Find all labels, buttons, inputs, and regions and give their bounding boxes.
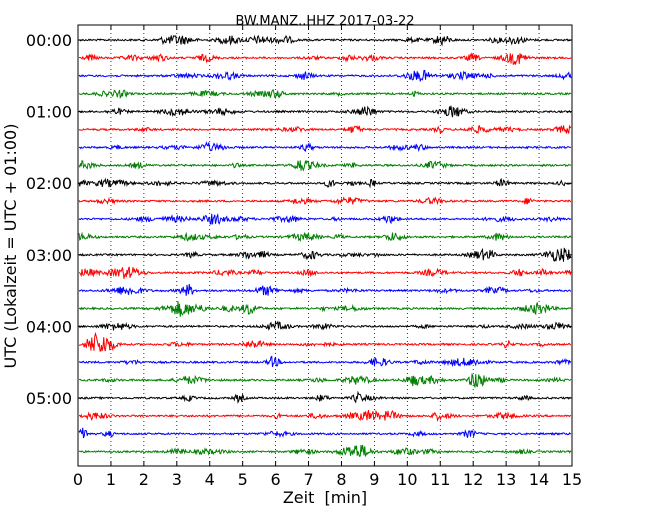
x-tick-label: 4 <box>205 470 215 489</box>
y-tick-label: 03:00 <box>26 246 72 265</box>
trace-row-0015 <box>78 52 572 65</box>
x-tick-label: 0 <box>73 470 83 489</box>
grid-lines <box>110 25 540 466</box>
trace-row-0030 <box>78 69 572 82</box>
trace-row-0230 <box>78 212 572 225</box>
trace-row-0045 <box>78 89 572 99</box>
trace-row-0430 <box>78 355 572 368</box>
chart-title: BW.MANZ..HHZ 2017-03-22 <box>235 14 414 29</box>
y-axis-label: UTC (Lokalzeit = UTC + 01:00) <box>1 124 20 369</box>
y-tick-label: 00:00 <box>26 31 72 50</box>
x-tick-label: 12 <box>463 470 483 489</box>
trace-row-0130 <box>78 141 572 153</box>
y-tick-label: 04:00 <box>26 317 72 336</box>
trace-row-0515 <box>78 409 572 422</box>
x-tick-label: 15 <box>562 470 582 489</box>
trace-row-0545 <box>78 444 572 458</box>
trace-row-0115 <box>78 124 572 135</box>
x-tick-label: 9 <box>369 470 379 489</box>
x-tick-label: 2 <box>139 470 149 489</box>
trace-row-0500 <box>78 390 572 404</box>
plot-frame <box>77 24 573 467</box>
y-tick-label: 02:00 <box>26 174 72 193</box>
trace-row-0400 <box>78 320 572 331</box>
x-tick-label: 1 <box>106 470 116 489</box>
trace-row-0445 <box>78 373 572 388</box>
x-tick-label: 6 <box>271 470 281 489</box>
x-tick-label: 10 <box>397 470 417 489</box>
trace-row-0245 <box>78 231 572 243</box>
trace-row-0415 <box>78 331 572 352</box>
trace-row-0345 <box>78 301 572 317</box>
trace-row-0215 <box>78 196 572 206</box>
x-tick-label: 7 <box>303 470 313 489</box>
x-axis: 0 1 2 3 4 5 6 7 8 9 10 11 12 13 14 15 <box>73 25 582 489</box>
x-tick-label: 14 <box>529 470 549 489</box>
y-axis: 00:00 01:00 02:00 03:00 04:00 05:00 <box>26 31 572 408</box>
trace-row-0200 <box>78 177 572 189</box>
trace-row-0330 <box>78 283 572 296</box>
x-tick-label: 5 <box>238 470 248 489</box>
y-tick-label: 01:00 <box>26 103 72 122</box>
trace-row-0530 <box>78 427 572 439</box>
trace-row-0100 <box>78 105 572 118</box>
x-axis-label: Zeit [min] <box>283 488 367 507</box>
trace-row-0145 <box>78 159 572 172</box>
trace-row-0300 <box>78 247 572 262</box>
x-tick-label: 3 <box>172 470 182 489</box>
x-tick-label: 13 <box>496 470 516 489</box>
x-tick-label: 11 <box>430 470 450 489</box>
trace-row-0000 <box>78 34 572 47</box>
seismogram-traces <box>78 34 572 458</box>
x-tick-label: 8 <box>336 470 346 489</box>
trace-row-0315 <box>78 266 572 279</box>
y-tick-label: 05:00 <box>26 389 72 408</box>
